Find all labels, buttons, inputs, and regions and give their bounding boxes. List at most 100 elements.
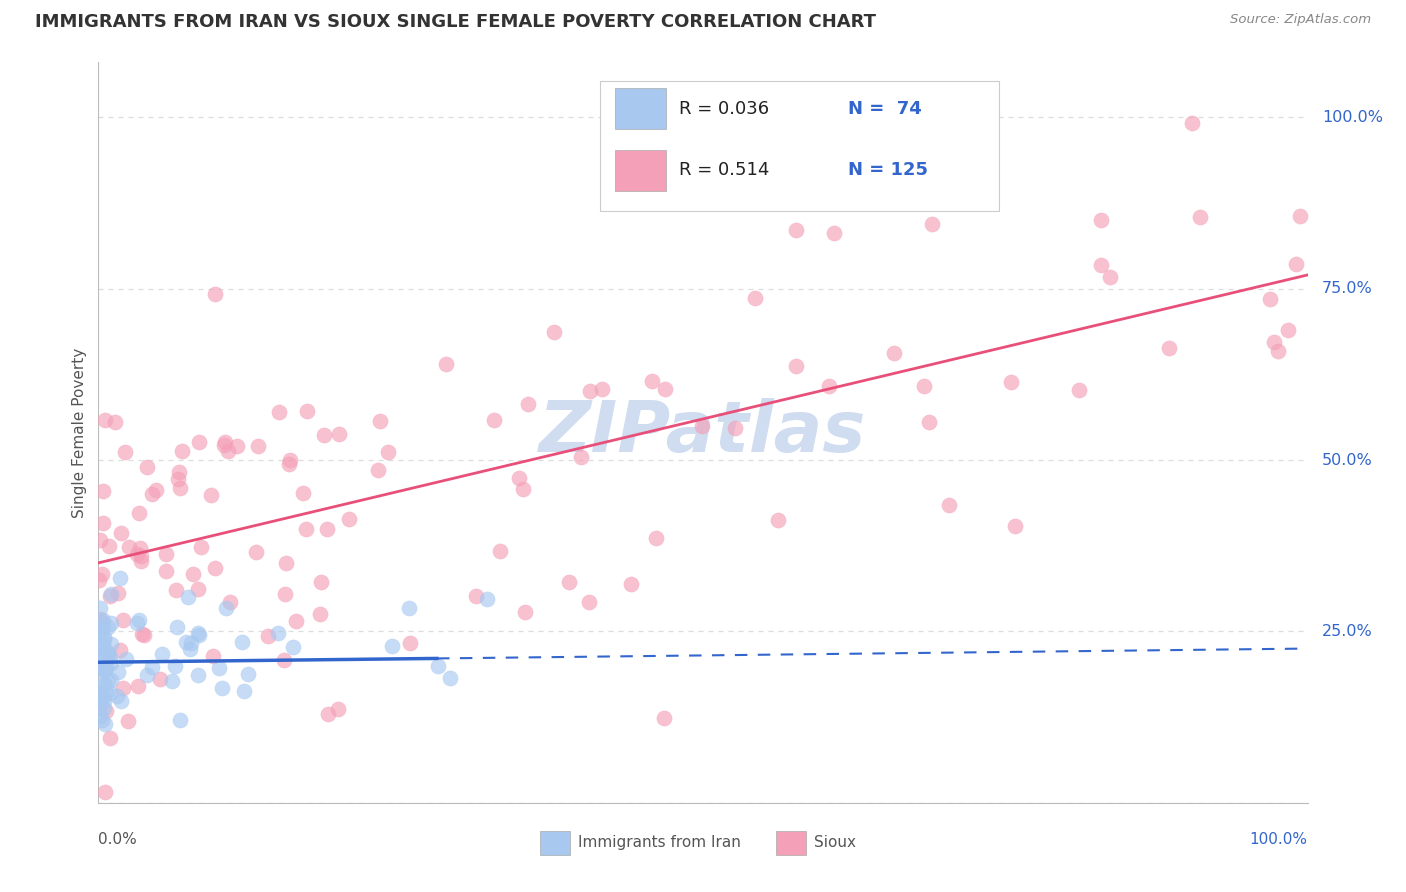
Point bbox=[558, 574, 581, 589]
Text: 100.0%: 100.0% bbox=[1322, 110, 1384, 125]
Point bbox=[1098, 269, 1121, 284]
Point bbox=[690, 419, 713, 434]
Point bbox=[785, 223, 807, 237]
Point bbox=[91, 620, 114, 634]
Point bbox=[488, 544, 510, 558]
Point bbox=[93, 640, 115, 654]
Point bbox=[89, 685, 111, 699]
Point bbox=[309, 575, 332, 590]
Point bbox=[591, 382, 613, 396]
Point bbox=[1067, 383, 1090, 397]
Point bbox=[112, 613, 135, 627]
Point bbox=[165, 659, 187, 673]
Point bbox=[100, 637, 122, 651]
Point bbox=[215, 600, 238, 615]
Point bbox=[641, 374, 664, 388]
Point bbox=[141, 487, 163, 501]
Point bbox=[187, 668, 209, 682]
Point bbox=[96, 646, 118, 660]
Point bbox=[368, 414, 391, 428]
Point bbox=[328, 426, 350, 441]
Point bbox=[94, 664, 117, 678]
Point bbox=[517, 397, 540, 411]
Point bbox=[90, 615, 112, 630]
Point bbox=[186, 625, 208, 640]
Point bbox=[912, 378, 935, 392]
Point bbox=[94, 704, 117, 718]
Point bbox=[231, 634, 253, 648]
Point bbox=[579, 384, 602, 399]
Point bbox=[377, 445, 399, 459]
Point bbox=[439, 671, 461, 685]
Point bbox=[100, 673, 122, 687]
Point bbox=[187, 582, 209, 596]
Point bbox=[238, 667, 260, 681]
FancyBboxPatch shape bbox=[540, 831, 569, 855]
Point bbox=[204, 561, 226, 575]
Point bbox=[1263, 335, 1285, 350]
Point bbox=[170, 444, 193, 458]
Point bbox=[179, 642, 201, 657]
FancyBboxPatch shape bbox=[776, 831, 806, 855]
Y-axis label: Single Female Poverty: Single Female Poverty bbox=[72, 348, 87, 517]
Point bbox=[169, 481, 191, 495]
Text: N = 125: N = 125 bbox=[848, 161, 928, 178]
Point bbox=[508, 471, 530, 485]
Point bbox=[285, 614, 308, 628]
Point bbox=[115, 652, 138, 666]
Point bbox=[512, 483, 534, 497]
Point bbox=[543, 325, 565, 339]
Point bbox=[1004, 518, 1026, 533]
Point bbox=[654, 382, 676, 396]
FancyBboxPatch shape bbox=[614, 150, 665, 191]
Point bbox=[482, 413, 505, 427]
Text: 75.0%: 75.0% bbox=[1322, 281, 1372, 296]
Point bbox=[1090, 258, 1112, 272]
Point bbox=[97, 620, 120, 634]
Point bbox=[190, 541, 212, 555]
Point bbox=[128, 506, 150, 520]
Point bbox=[89, 709, 111, 723]
Text: Source: ZipAtlas.com: Source: ZipAtlas.com bbox=[1230, 13, 1371, 27]
Point bbox=[149, 672, 172, 686]
Point bbox=[226, 439, 249, 453]
Point bbox=[103, 416, 125, 430]
Point bbox=[434, 357, 457, 371]
Point bbox=[823, 226, 845, 240]
Point bbox=[87, 701, 110, 715]
Point bbox=[91, 483, 114, 498]
Point bbox=[233, 684, 256, 698]
Text: N =  74: N = 74 bbox=[848, 100, 922, 118]
Point bbox=[278, 452, 301, 467]
Point bbox=[110, 526, 132, 541]
Point bbox=[90, 689, 112, 703]
Point bbox=[1277, 323, 1299, 337]
Point bbox=[100, 587, 122, 601]
Point bbox=[1159, 342, 1181, 356]
Point bbox=[114, 445, 136, 459]
Point bbox=[136, 460, 159, 475]
Point bbox=[93, 677, 115, 691]
Point bbox=[744, 291, 766, 305]
Point bbox=[281, 640, 304, 654]
Text: 25.0%: 25.0% bbox=[1322, 624, 1372, 639]
Point bbox=[110, 694, 132, 708]
Point bbox=[108, 571, 131, 585]
Point bbox=[118, 541, 141, 555]
Point bbox=[644, 531, 666, 545]
Point bbox=[141, 659, 163, 673]
Point bbox=[208, 661, 231, 675]
Point bbox=[204, 287, 226, 301]
Text: 50.0%: 50.0% bbox=[1322, 452, 1372, 467]
Point bbox=[165, 583, 187, 598]
Point bbox=[155, 564, 177, 578]
Text: Sioux: Sioux bbox=[814, 835, 856, 850]
Point bbox=[91, 639, 114, 653]
Point bbox=[169, 714, 191, 728]
Text: R = 0.514: R = 0.514 bbox=[679, 161, 769, 178]
Point bbox=[200, 488, 222, 502]
Point bbox=[94, 717, 117, 731]
Point bbox=[87, 573, 110, 587]
Point bbox=[1267, 344, 1289, 359]
Point bbox=[129, 554, 152, 568]
